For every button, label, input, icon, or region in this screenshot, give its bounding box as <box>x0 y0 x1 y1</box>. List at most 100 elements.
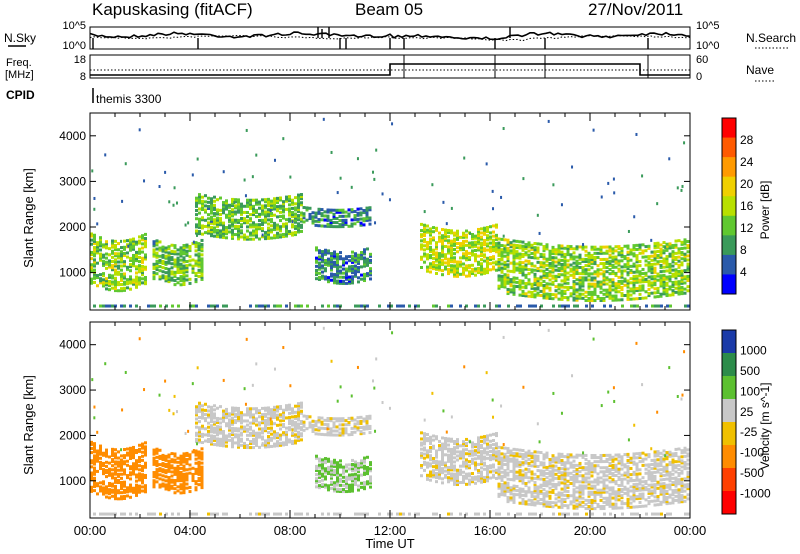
velocity-cell <box>201 434 204 438</box>
power-cell <box>683 246 687 250</box>
power-cell <box>518 244 522 248</box>
power-cell <box>345 255 348 259</box>
velocity-cell <box>302 422 306 426</box>
velocity-cell <box>500 470 504 474</box>
power-cell <box>653 266 657 270</box>
power-cell <box>164 262 168 266</box>
velocity-cell <box>197 454 201 458</box>
power-cell <box>480 247 483 251</box>
velocity-cell <box>126 490 129 494</box>
power-cell <box>578 280 582 284</box>
velocity-cell <box>474 467 477 471</box>
power-cell <box>575 267 579 271</box>
power-cell <box>321 264 324 268</box>
velocity-cell <box>144 473 147 477</box>
velocity-cell <box>441 456 444 460</box>
power-cell <box>167 261 171 265</box>
power-cell <box>158 254 162 258</box>
velocity-cell <box>489 433 492 437</box>
power-cell <box>326 224 330 228</box>
power-cell <box>330 274 333 278</box>
velocity-cell <box>170 484 174 488</box>
velocity-cell <box>267 416 270 420</box>
velocity-cell <box>273 430 276 434</box>
velocity-cell <box>141 454 144 458</box>
velocity-cell <box>453 480 456 484</box>
power-cell <box>497 264 501 268</box>
velocity-cell <box>512 460 516 464</box>
power-cell <box>120 272 123 276</box>
power-cell <box>626 271 630 275</box>
power-cell <box>581 280 585 284</box>
power-cell <box>213 230 216 234</box>
power-cell <box>548 292 552 296</box>
power-cell <box>182 260 186 264</box>
power-cell <box>201 199 204 203</box>
power-cell <box>285 234 288 238</box>
power-cell <box>636 304 639 308</box>
velocity-cell <box>503 462 507 466</box>
velocity-cell <box>102 486 105 490</box>
power-cell <box>596 280 600 284</box>
power-cell <box>194 261 198 265</box>
power-cell <box>185 249 189 253</box>
velocity-cell <box>474 449 477 453</box>
power-cell <box>267 199 270 203</box>
velocity-cell <box>99 485 102 489</box>
velocity-cell <box>359 419 363 423</box>
power-cell <box>135 259 138 263</box>
power-cell <box>120 256 123 260</box>
velocity-cell <box>338 427 342 431</box>
velocity-cell <box>339 473 342 477</box>
power-cell <box>249 202 252 206</box>
velocity-cell <box>117 497 120 501</box>
velocity-cell <box>497 445 501 449</box>
power-cell <box>626 273 630 277</box>
power-cell <box>327 280 330 284</box>
velocity-cell <box>96 482 99 486</box>
power-cell <box>438 268 441 272</box>
velocity-cell <box>105 450 108 454</box>
velocity-cell <box>222 415 225 419</box>
power-cell <box>686 276 690 280</box>
velocity-cell <box>194 482 198 486</box>
velocity-cell <box>258 433 261 437</box>
velocity-cell <box>167 455 171 459</box>
velocity-cell <box>141 458 144 462</box>
velocity-cell <box>297 426 300 430</box>
velocity-cell <box>111 488 114 492</box>
power-cell <box>465 254 468 258</box>
power-cell <box>155 251 159 255</box>
velocity-cell <box>152 475 156 479</box>
power-cell <box>456 260 459 264</box>
velocity-cell <box>90 446 93 450</box>
velocity-cell <box>273 416 276 420</box>
velocity-cell <box>167 469 171 473</box>
power-cell <box>578 288 582 292</box>
velocity-cell <box>246 433 249 437</box>
velocity-cell <box>179 473 183 477</box>
velocity-cell <box>240 413 243 417</box>
power-cell <box>213 214 216 218</box>
velocity-cell <box>483 449 486 453</box>
power-cell <box>629 277 633 281</box>
velocity-cell <box>462 480 465 484</box>
velocity-cell <box>93 472 96 476</box>
velocity-cell <box>318 475 321 479</box>
velocity-cell <box>357 488 360 492</box>
velocity-cell <box>509 453 513 457</box>
power-cell <box>141 258 144 262</box>
velocity-cell <box>468 451 471 455</box>
power-cell <box>330 272 333 276</box>
power-cell <box>354 270 357 274</box>
power-cell <box>572 292 576 296</box>
velocity-cell <box>435 476 438 480</box>
power-cell <box>674 280 678 284</box>
power-cell <box>660 304 663 308</box>
velocity-cell <box>152 479 156 483</box>
power-cell <box>276 233 279 237</box>
velocity-cell <box>159 512 162 516</box>
power-cell <box>327 259 330 263</box>
velocity-cell <box>138 447 141 451</box>
power-cell <box>99 281 102 285</box>
